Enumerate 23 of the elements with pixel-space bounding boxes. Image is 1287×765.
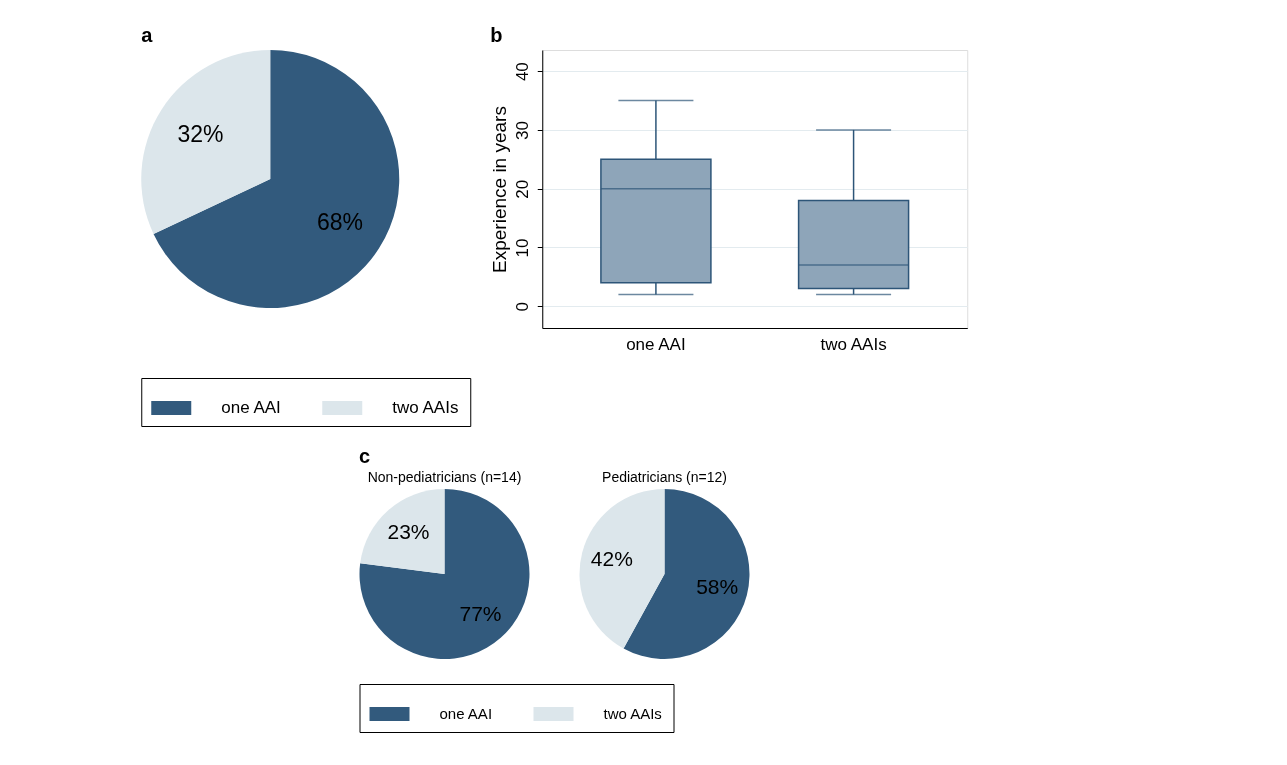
legend-label: one AAI (221, 398, 281, 417)
y-tick-label: 0 (512, 302, 532, 312)
slice-label: Pediatricians (n=12) (602, 469, 727, 485)
legend-label: two AAIs (603, 705, 662, 722)
data-label: 68% (316, 209, 363, 236)
pie-slice (153, 50, 400, 308)
data-label: 58% (696, 574, 739, 598)
data-label: 42% (590, 547, 633, 571)
y-tick-label: 30 (512, 120, 532, 140)
y-tick-label: 40 (512, 62, 532, 82)
chart-title: a (141, 24, 154, 46)
y-axis-title: Experience in years (488, 106, 510, 273)
slice-label: Non-pediatricians (n=14) (367, 469, 522, 485)
data-label: 32% (177, 120, 224, 147)
pie-slice (141, 50, 271, 234)
y-tick-label: 20 (512, 179, 532, 199)
chart-title: c (359, 445, 371, 467)
y-tick-label: 10 (512, 238, 532, 258)
data-label: 23% (387, 520, 430, 544)
chart-title: b (490, 24, 503, 46)
legend-label: two AAIs (392, 398, 459, 417)
legend-label: one AAI (439, 705, 493, 722)
data-label: 77% (459, 601, 502, 625)
